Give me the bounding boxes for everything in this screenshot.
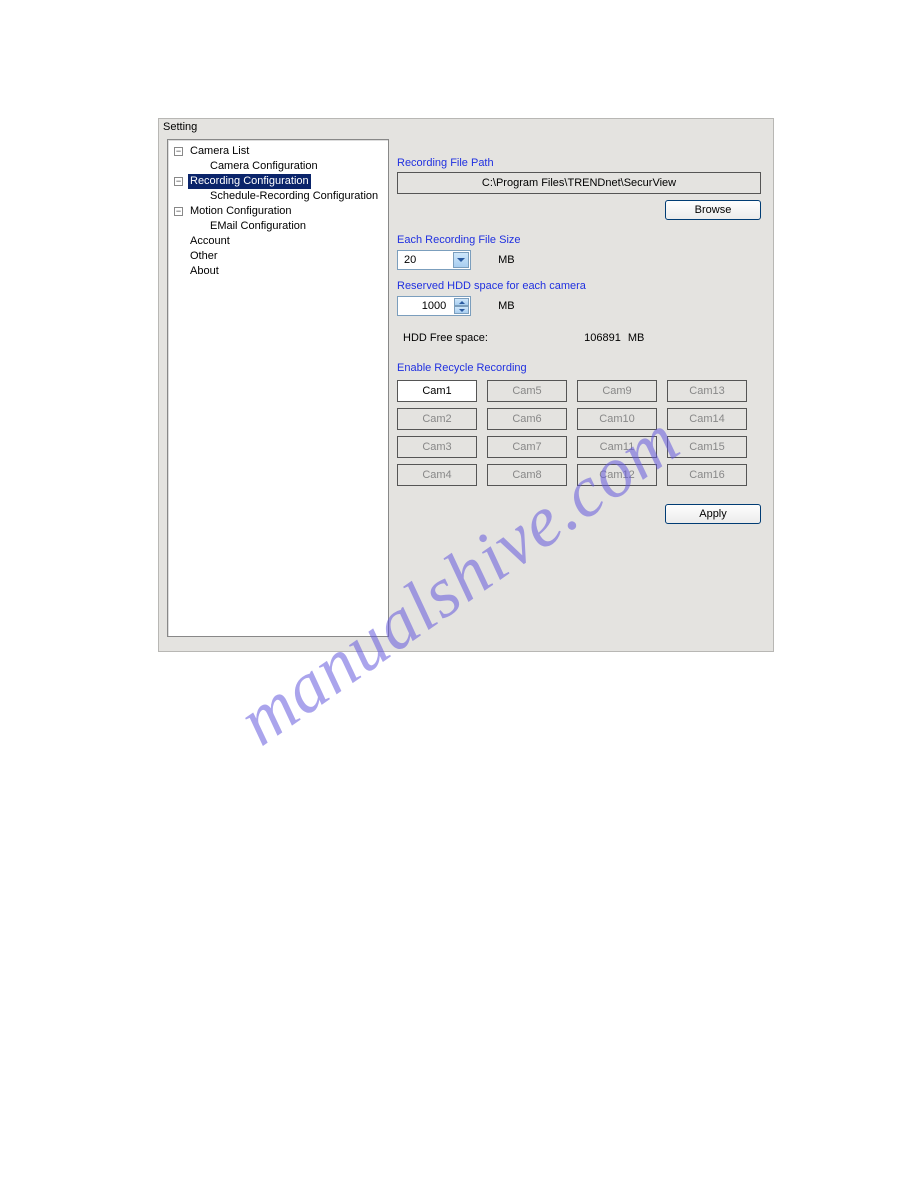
label-recording-file-path: Recording File Path — [397, 157, 767, 169]
cam11-button[interactable]: Cam11 — [577, 436, 657, 458]
cam5-button[interactable]: Cam5 — [487, 380, 567, 402]
cam14-button[interactable]: Cam14 — [667, 408, 747, 430]
cam4-button[interactable]: Cam4 — [397, 464, 477, 486]
label-hdd-free-space: HDD Free space: — [403, 332, 488, 344]
file-path-display: C:\Program Files\TRENDnet\SecurView — [397, 172, 761, 194]
label-enable-recycle-recording: Enable Recycle Recording — [397, 362, 767, 374]
tree-other[interactable]: Other — [188, 249, 220, 264]
expander-camera-list[interactable]: − — [174, 147, 183, 156]
settings-panel: Setting − Camera List Camera Configurati… — [158, 118, 774, 652]
tree-camera-configuration[interactable]: Camera Configuration — [208, 159, 320, 174]
tree-account[interactable]: Account — [188, 234, 232, 249]
label-reserved-hdd-space: Reserved HDD space for each camera — [397, 280, 767, 292]
expander-motion-configuration[interactable]: − — [174, 207, 183, 216]
cam10-button[interactable]: Cam10 — [577, 408, 657, 430]
cam1-button[interactable]: Cam1 — [397, 380, 477, 402]
cam6-button[interactable]: Cam6 — [487, 408, 567, 430]
apply-button[interactable]: Apply — [665, 504, 761, 524]
cam2-button[interactable]: Cam2 — [397, 408, 477, 430]
spinner-down-icon[interactable] — [454, 306, 469, 314]
label-mb-2: MB — [498, 300, 515, 312]
tree-schedule-recording-configuration[interactable]: Schedule-Recording Configuration — [208, 189, 380, 204]
cam3-button[interactable]: Cam3 — [397, 436, 477, 458]
cam13-button[interactable]: Cam13 — [667, 380, 747, 402]
tree-recording-configuration[interactable]: Recording Configuration — [188, 174, 311, 189]
cam16-button[interactable]: Cam16 — [667, 464, 747, 486]
cam9-button[interactable]: Cam9 — [577, 380, 657, 402]
cam12-button[interactable]: Cam12 — [577, 464, 657, 486]
content-area: Recording File Path C:\Program Files\TRE… — [397, 139, 767, 637]
tree-email-configuration[interactable]: EMail Configuration — [208, 219, 308, 234]
panel-title: Setting — [159, 119, 773, 135]
label-mb-3: MB — [628, 332, 645, 344]
browse-button[interactable]: Browse — [665, 200, 761, 220]
reserved-space-spinner[interactable]: 1000 — [397, 296, 471, 316]
chevron-down-icon — [453, 252, 469, 268]
hdd-free-value: 106891 — [584, 332, 621, 344]
label-each-recording-file-size: Each Recording File Size — [397, 234, 767, 246]
settings-tree: − Camera List Camera Configuration − Rec… — [167, 139, 389, 637]
tree-motion-configuration[interactable]: Motion Configuration — [188, 204, 294, 219]
file-size-value: 20 — [404, 254, 416, 266]
cam8-button[interactable]: Cam8 — [487, 464, 567, 486]
cam7-button[interactable]: Cam7 — [487, 436, 567, 458]
tree-camera-list[interactable]: Camera List — [188, 144, 251, 159]
spinner-up-icon[interactable] — [454, 298, 469, 306]
reserved-space-value: 1000 — [422, 300, 446, 312]
expander-recording-configuration[interactable]: − — [174, 177, 183, 186]
tree-about[interactable]: About — [188, 264, 221, 279]
file-size-dropdown[interactable]: 20 — [397, 250, 471, 270]
label-mb-1: MB — [498, 254, 515, 266]
cam15-button[interactable]: Cam15 — [667, 436, 747, 458]
